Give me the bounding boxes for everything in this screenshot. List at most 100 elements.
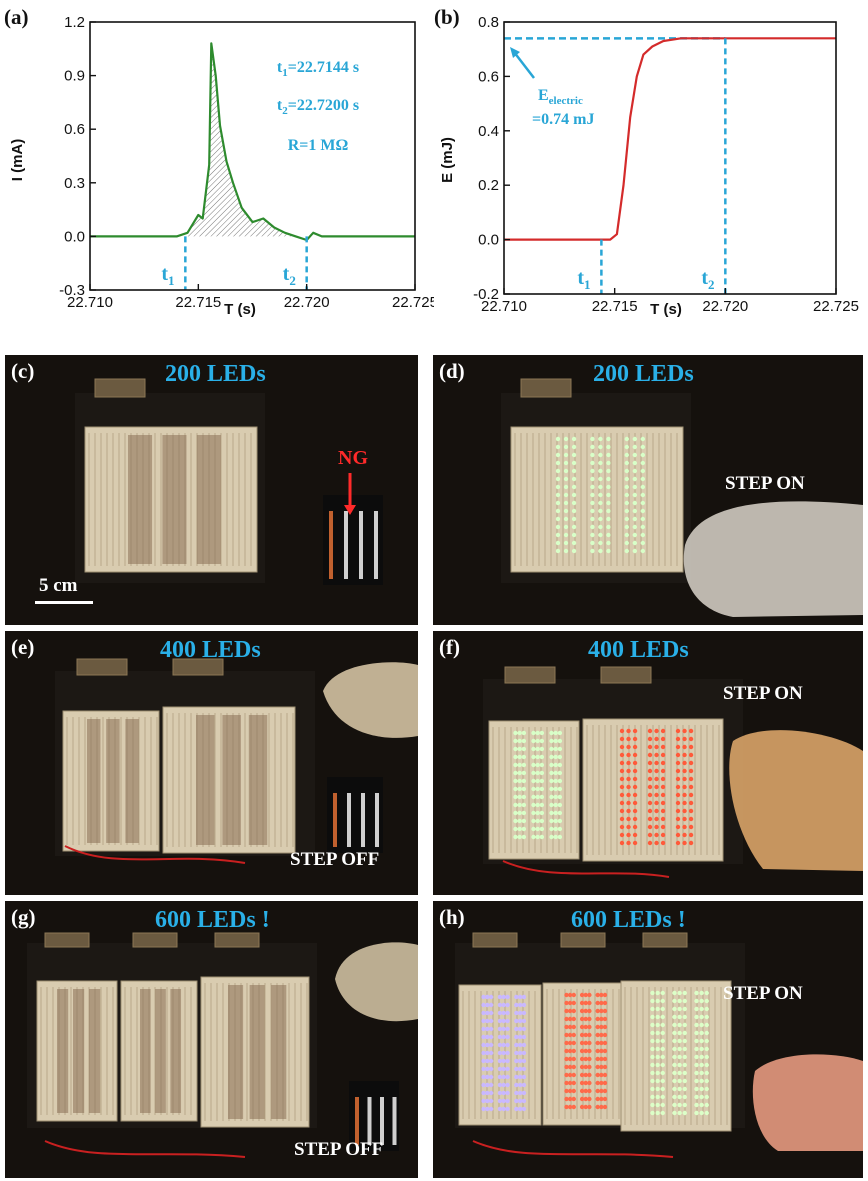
led [505,1042,510,1048]
led [505,1082,510,1088]
led [485,1090,490,1096]
led [531,738,536,744]
led [624,484,629,490]
y-tick-label: 1.2 [64,14,85,31]
led [640,452,646,458]
led [501,1106,506,1112]
led [557,762,563,768]
led [505,1026,510,1032]
led [485,1074,490,1080]
led [514,1074,519,1080]
led [501,1058,506,1064]
annotation-arrow [513,51,535,79]
led [514,1018,519,1024]
led [481,1018,486,1024]
led [632,744,638,750]
y-tick-label: 0.3 [64,175,85,192]
led [675,744,681,750]
led [677,1070,682,1076]
led [497,1090,503,1096]
caption-d: STEP ON [725,473,805,494]
led [660,816,666,822]
y-tick-label: 0.9 [64,68,85,85]
led [517,810,522,816]
led [521,730,527,736]
led [497,1042,503,1048]
led [517,802,522,808]
led [513,810,518,816]
led-band [170,989,182,1113]
led [640,532,646,538]
led [583,1056,588,1062]
electrode-strip [355,1097,359,1145]
led [595,1072,600,1078]
led [557,794,563,800]
led [632,800,638,806]
led [699,1110,704,1116]
led [660,800,666,806]
led [655,1086,660,1092]
led [699,1070,704,1076]
led [549,738,554,744]
board-label [472,932,518,948]
led [626,744,631,750]
led [704,1094,709,1100]
led [672,1030,677,1036]
led [595,1000,600,1006]
led [660,1030,665,1036]
led [632,540,638,546]
led [660,998,665,1004]
led [699,1038,704,1044]
led [675,784,681,790]
led [539,786,545,792]
led [521,770,527,776]
led-band [248,715,268,845]
led [682,736,687,742]
board-label [94,378,146,398]
panel-title-d: 200 LEDs [593,361,694,387]
led [655,1022,660,1028]
led [481,1058,486,1064]
led [682,824,687,830]
led [571,1016,576,1022]
led [481,1098,486,1104]
led [650,990,655,996]
led [497,1098,503,1104]
led [517,826,522,832]
led [682,832,687,838]
led [595,1064,600,1070]
led [583,1080,588,1086]
led [675,840,681,846]
led [619,792,625,798]
led [583,992,588,998]
led [517,834,522,840]
led [555,516,561,522]
annotation-energy-label: Eelectric [538,87,583,107]
led [579,1032,585,1038]
led [553,802,558,808]
led [688,784,694,790]
led [557,778,563,784]
led [688,744,694,750]
led-board-scene-e [55,658,418,864]
led [655,1110,660,1116]
led [655,1102,660,1108]
led [606,524,611,530]
breadboard-200-lit [510,426,684,573]
led [602,1104,608,1110]
led [619,840,625,846]
led [598,460,603,466]
led [571,524,577,530]
led [632,492,638,498]
led [553,834,558,840]
led [579,1000,585,1006]
led [564,992,569,998]
led [699,1086,704,1092]
led [501,1018,506,1024]
led [682,752,687,758]
led [521,1106,527,1112]
series-line [504,37,836,241]
led [640,476,646,482]
led [563,548,569,554]
led [660,784,666,790]
